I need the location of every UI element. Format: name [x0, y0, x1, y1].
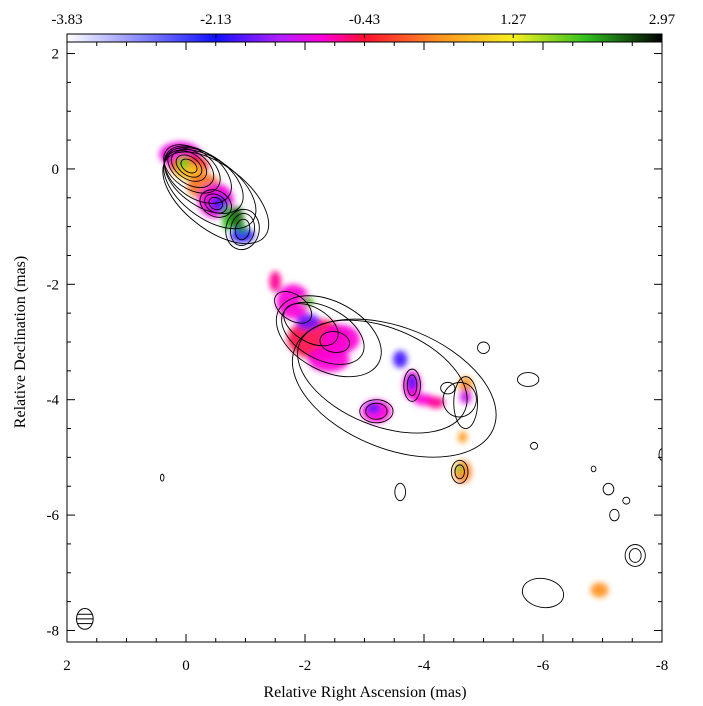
contour-line — [521, 577, 565, 609]
spectral-index-blob — [209, 194, 228, 213]
plot-area: 2 0 -2 -4 -6 -8 2 0 -2 -4 -6 -8 — [47, 41, 669, 674]
contour-line — [170, 150, 208, 182]
contour-line — [281, 301, 365, 365]
contour-line — [180, 158, 198, 174]
contour-line — [319, 331, 350, 353]
colorbar-tick-label: 2.97 — [649, 12, 676, 28]
contour-line — [208, 196, 224, 211]
spectral-index-blob — [459, 389, 472, 404]
contour-line — [477, 341, 490, 354]
contour-line — [516, 372, 540, 387]
plot-frame — [66, 41, 663, 643]
contour-line — [175, 154, 203, 178]
spectral-index-blob — [230, 227, 255, 243]
contour-line — [628, 548, 642, 563]
contour-line — [163, 149, 257, 230]
axis-ticks: 2 0 -2 -4 -6 -8 2 0 -2 -4 -6 -8 — [47, 42, 669, 674]
x-tick-label: 2 — [63, 658, 71, 674]
contour-line — [204, 193, 228, 214]
y-tick-label: -2 — [47, 277, 60, 293]
spectral-index-blob — [393, 350, 408, 368]
x-tick-label: -8 — [656, 658, 669, 674]
contour-line — [403, 368, 421, 402]
spectral-index-blob — [307, 346, 350, 372]
contour-line — [454, 464, 465, 480]
colorbar-ticks: -3.83 -2.13 -0.43 1.27 2.97 — [51, 12, 676, 38]
contour-line — [609, 508, 620, 522]
contour-line — [291, 318, 497, 458]
y-tick-label: 2 — [52, 47, 60, 63]
beam-ellipse — [76, 608, 94, 630]
colorbar-tick-label: -3.83 — [51, 12, 82, 28]
contour-line — [359, 399, 394, 424]
colorbar: -3.83 -2.13 -0.43 1.27 2.97 — [51, 12, 676, 44]
spectral-index-blob — [590, 582, 609, 598]
x-tick-label: -2 — [299, 658, 312, 674]
contour-line — [234, 218, 251, 241]
y-tick-label: -4 — [47, 393, 60, 409]
y-tick-label: -8 — [47, 623, 60, 639]
contour-line — [297, 319, 468, 434]
contour-line — [199, 189, 232, 218]
colorbar-tick-label: -0.43 — [349, 12, 380, 28]
contour-line — [406, 374, 418, 397]
y-tick-label: 0 — [52, 162, 60, 178]
contour-line — [442, 381, 477, 418]
x-axis-label: Relative Right Ascension (mas) — [263, 684, 466, 701]
spectral-index-blob — [269, 271, 282, 292]
spectral-index-blob — [456, 463, 463, 475]
contour-line — [602, 482, 615, 496]
colorbar-tick-label: 1.27 — [500, 12, 527, 28]
spectral-index-blob — [457, 431, 468, 443]
contour-line — [658, 448, 662, 461]
contour-line — [453, 376, 478, 429]
contour-line — [274, 291, 313, 324]
contour-line — [230, 213, 256, 246]
y-axis-label: Relative Declination (mas) — [12, 256, 29, 428]
x-tick-label: -6 — [537, 658, 550, 674]
contour-line — [275, 295, 382, 378]
spectral-index-blob — [175, 157, 191, 169]
spectral-index-blob — [407, 374, 417, 391]
colorbar-tick-label: -2.13 — [200, 12, 231, 28]
spectral-index-blob — [453, 460, 472, 484]
x-tick-label: -4 — [418, 658, 431, 674]
contour-line — [162, 151, 270, 245]
contour-line — [450, 459, 469, 484]
contour-line — [225, 208, 260, 251]
contour-line — [365, 402, 388, 420]
contour-line — [624, 544, 646, 567]
contour-line — [622, 496, 631, 505]
x-tick-label: 0 — [182, 658, 190, 674]
contour-line — [440, 381, 456, 395]
spectral-index-blob — [426, 396, 445, 409]
contour-line — [159, 473, 165, 482]
intensity-contours — [159, 144, 662, 609]
y-tick-label: -6 — [47, 508, 60, 524]
contour-line — [394, 482, 407, 502]
spectral-index-blob — [366, 402, 381, 415]
contour-line — [530, 441, 539, 450]
contour-line — [590, 465, 597, 473]
